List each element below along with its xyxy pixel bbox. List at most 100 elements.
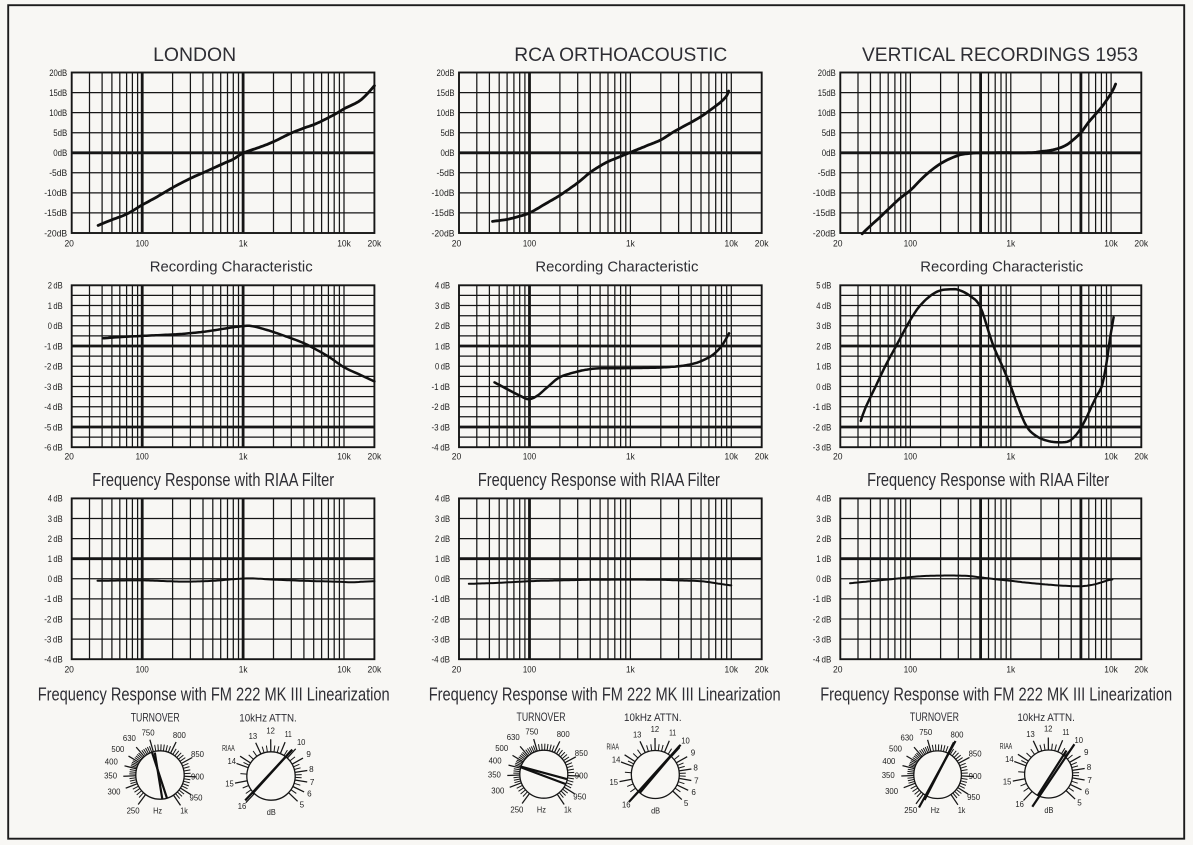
svg-text:4 dB: 4 dB [816,301,831,311]
svg-text:400: 400 [105,758,119,767]
svg-text:-1 dB: -1 dB [432,382,451,392]
svg-text:1k: 1k [958,806,966,815]
svg-text:7: 7 [694,777,699,786]
svg-text:5dB: 5dB [822,128,836,138]
svg-text:100: 100 [523,664,536,674]
svg-text:300: 300 [491,787,505,796]
svg-text:-15dB: -15dB [44,208,67,218]
svg-text:-1 dB: -1 dB [44,594,63,604]
svg-text:100: 100 [904,664,917,674]
svg-text:800: 800 [951,731,965,740]
svg-text:800: 800 [173,731,187,740]
svg-text:1k: 1k [180,807,188,816]
svg-text:-2 dB: -2 dB [432,402,451,412]
svg-text:RIAA: RIAA [1000,742,1013,751]
svg-text:10k: 10k [337,664,351,674]
svg-text:Recording Characteristic: Recording Characteristic [920,259,1083,276]
svg-text:-1 dB: -1 dB [432,594,451,604]
svg-text:14: 14 [1005,755,1014,764]
svg-text:10dB: 10dB [49,108,67,118]
svg-text:750: 750 [525,728,539,737]
svg-text:850: 850 [191,750,205,759]
svg-text:3 dB: 3 dB [48,514,63,524]
svg-text:Recording Characteristic: Recording Characteristic [150,259,313,276]
svg-text:900: 900 [575,772,589,781]
svg-text:-1 dB: -1 dB [44,341,63,351]
svg-text:10k: 10k [725,238,739,248]
svg-text:300: 300 [885,787,899,796]
svg-text:20dB: 20dB [49,68,67,78]
svg-text:1k: 1k [626,452,635,462]
svg-text:15: 15 [225,780,234,789]
svg-text:-15dB: -15dB [813,208,836,218]
svg-text:630: 630 [123,734,137,743]
svg-text:-10dB: -10dB [813,188,836,198]
svg-text:0 dB: 0 dB [48,574,63,584]
svg-text:100: 100 [523,452,536,462]
svg-text:750: 750 [919,728,933,737]
svg-text:100: 100 [136,452,149,462]
svg-text:20dB: 20dB [437,68,455,78]
svg-text:-5 dB: -5 dB [44,422,63,432]
svg-text:2 dB: 2 dB [435,534,450,544]
svg-text:20k: 20k [368,664,382,674]
svg-text:-15dB: -15dB [432,208,455,218]
svg-text:20k: 20k [1134,664,1148,674]
svg-text:Hz: Hz [931,806,940,815]
svg-text:950: 950 [967,793,981,802]
svg-text:-1 dB: -1 dB [813,402,832,412]
svg-text:Hz: Hz [153,807,162,816]
svg-text:0 dB: 0 dB [435,362,450,372]
svg-text:630: 630 [507,733,521,742]
svg-text:-2 dB: -2 dB [44,362,63,372]
svg-text:20k: 20k [755,664,769,674]
svg-text:-1 dB: -1 dB [813,594,832,604]
svg-text:1k: 1k [239,664,248,674]
svg-text:13: 13 [633,731,642,740]
svg-text:500: 500 [495,744,509,753]
svg-text:850: 850 [969,750,983,759]
svg-text:-3 dB: -3 dB [44,382,63,392]
svg-text:VERTICAL RECORDINGS 1953: VERTICAL RECORDINGS 1953 [862,44,1138,66]
svg-text:9: 9 [306,750,311,759]
svg-text:350: 350 [104,772,118,781]
svg-text:-3 dB: -3 dB [813,634,832,644]
svg-text:3 dB: 3 dB [816,321,831,331]
svg-text:-4 dB: -4 dB [432,655,451,665]
svg-text:-3 dB: -3 dB [44,634,63,644]
svg-text:5: 5 [684,799,689,808]
svg-text:100: 100 [904,452,917,462]
svg-text:Frequency Response with RIAA F: Frequency Response with RIAA Filter [867,470,1109,490]
svg-text:4 dB: 4 dB [48,494,63,504]
svg-text:850: 850 [575,749,589,758]
svg-text:20: 20 [452,452,462,462]
svg-text:1k: 1k [239,452,248,462]
svg-text:16: 16 [238,802,247,811]
svg-text:950: 950 [573,793,587,802]
svg-text:20k: 20k [1134,238,1148,248]
svg-text:3 dB: 3 dB [435,514,450,524]
svg-text:4 dB: 4 dB [435,494,450,504]
svg-text:4 dB: 4 dB [816,494,831,504]
svg-text:100: 100 [136,238,149,248]
svg-text:-2 dB: -2 dB [432,614,451,624]
svg-text:Frequency Response with FM 222: Frequency Response with FM 222 MK III Li… [38,685,390,705]
svg-text:20: 20 [833,452,843,462]
svg-text:5dB: 5dB [441,128,455,138]
svg-text:1k: 1k [1006,664,1015,674]
svg-text:250: 250 [904,806,918,815]
svg-text:-5dB: -5dB [49,168,67,178]
svg-text:15: 15 [1003,778,1012,787]
svg-text:630: 630 [901,734,915,743]
svg-text:RCA ORTHOACOUSTIC: RCA ORTHOACOUSTIC [514,44,727,66]
svg-text:2 dB: 2 dB [816,534,831,544]
svg-text:1k: 1k [564,806,572,815]
svg-text:6: 6 [691,788,696,797]
svg-text:1k: 1k [1006,238,1015,248]
svg-text:11: 11 [1062,728,1069,737]
svg-text:10: 10 [1075,736,1084,745]
svg-text:900: 900 [191,773,205,782]
svg-text:12: 12 [651,725,660,734]
svg-text:12: 12 [266,727,275,736]
svg-text:0 dB: 0 dB [435,574,450,584]
